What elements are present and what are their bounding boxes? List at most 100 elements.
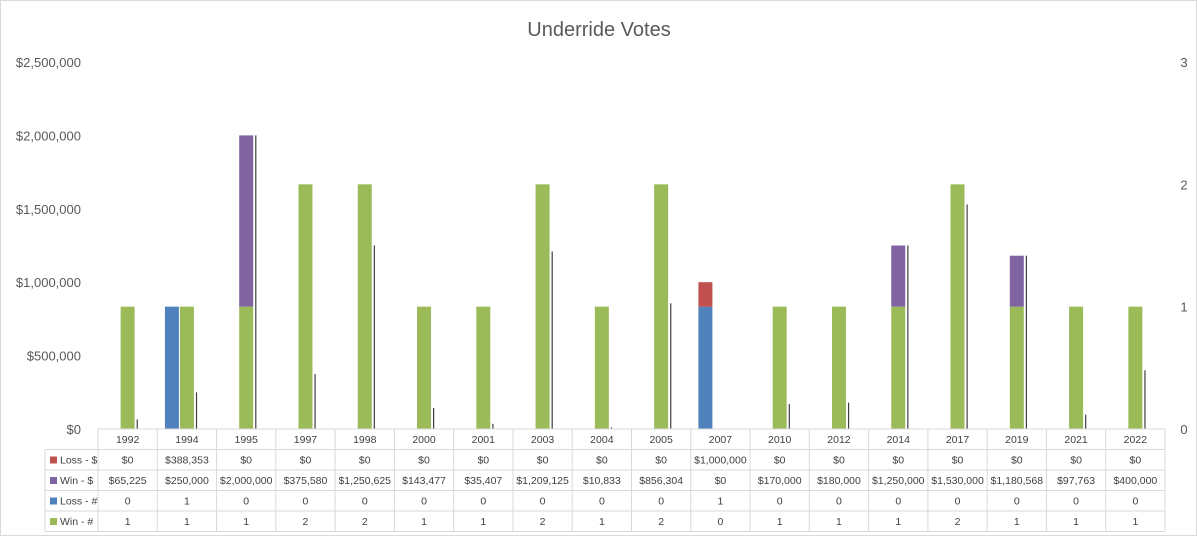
table-cell: $1,180,568 — [991, 475, 1044, 487]
win-dollar-bar — [373, 245, 375, 429]
table-cell: 0 — [540, 496, 546, 508]
win-dollar-overflow — [891, 245, 906, 307]
table-cell: 0 — [480, 496, 486, 508]
table-cell: $143,477 — [402, 475, 446, 487]
right-y-axis: 0 1 2 3 — [1180, 55, 1187, 437]
category-label: 2019 — [1005, 434, 1029, 446]
category-label: 2000 — [412, 434, 436, 446]
left-axis-tick-label: $1,000,000 — [16, 275, 81, 290]
win-dollar-bar — [492, 423, 494, 429]
table-cell: $1,530,000 — [931, 475, 984, 487]
table-cell: $1,250,625 — [338, 475, 391, 487]
legend-label: Win - # — [60, 516, 93, 528]
win-dollar-bar — [847, 402, 850, 429]
table-cell: $97,763 — [1057, 475, 1095, 487]
category-label: 1992 — [116, 434, 140, 446]
left-axis-tick-label: $1,500,000 — [16, 202, 81, 217]
win-dollar-bar — [255, 135, 257, 429]
table-cell: 1 — [836, 516, 842, 528]
win-dollar-bar — [907, 245, 909, 429]
category-label: 2012 — [827, 434, 851, 446]
legend-swatch — [50, 456, 57, 464]
table-cell: $0 — [300, 455, 312, 467]
right-axis-tick-label: 0 — [1180, 422, 1187, 437]
loss-dollar-overflow — [698, 282, 713, 307]
table-cell: $250,000 — [165, 475, 209, 487]
table-cell: $170,000 — [758, 475, 802, 487]
table-cell: 0 — [1073, 496, 1079, 508]
legend-label: Loss - # — [60, 496, 98, 508]
table-cell: 0 — [717, 516, 723, 528]
table-cell: $0 — [952, 455, 964, 467]
table-cell: $0 — [715, 475, 727, 487]
win-dollar-bar — [551, 251, 553, 429]
table-cell: 0 — [1132, 496, 1138, 508]
category-label: 1995 — [235, 434, 259, 446]
category-label: 1998 — [353, 434, 377, 446]
win-count-bar — [1009, 306, 1024, 429]
category-label: 1994 — [175, 434, 199, 446]
table-cell: 0 — [658, 496, 664, 508]
table-cell: 0 — [243, 496, 249, 508]
table-cell: 1 — [1073, 516, 1079, 528]
category-label: 2014 — [887, 434, 911, 446]
table-cell: $0 — [596, 455, 608, 467]
table-cell: 0 — [303, 496, 309, 508]
table-cell: 0 — [362, 496, 368, 508]
table-cell: 1 — [1132, 516, 1138, 528]
table-cell: $1,209,125 — [516, 475, 569, 487]
win-count-bar — [239, 306, 254, 429]
table-cell: 0 — [125, 496, 131, 508]
table-cell: $35,407 — [464, 475, 502, 487]
legend-label: Loss - $ — [60, 455, 98, 467]
table-cell: $0 — [1070, 455, 1082, 467]
legend-swatch — [50, 497, 57, 505]
table-cell: 0 — [599, 496, 605, 508]
category-label: 2007 — [709, 434, 733, 446]
category-label: 2022 — [1124, 434, 1148, 446]
table-cell: 0 — [955, 496, 961, 508]
win-count-bar — [1069, 306, 1084, 429]
win-dollar-bar — [1025, 255, 1028, 429]
table-cell: $856,304 — [639, 475, 683, 487]
table-cell: $0 — [418, 455, 430, 467]
category-label: 2021 — [1064, 434, 1088, 446]
win-count-bar — [535, 184, 550, 429]
win-count-bar — [357, 184, 372, 429]
table-cell: 0 — [421, 496, 427, 508]
table-cell: $0 — [1130, 455, 1142, 467]
win-dollar-bar — [136, 419, 138, 429]
left-axis-tick-label: $2,500,000 — [16, 55, 81, 70]
table-cell: $1,250,000 — [872, 475, 925, 487]
table-cell: $0 — [240, 455, 252, 467]
win-count-bar — [1128, 306, 1143, 429]
table-cell: 1 — [717, 496, 723, 508]
win-count-bar — [950, 184, 965, 429]
legend-label: Win - $ — [60, 475, 93, 487]
table-cell: 1 — [480, 516, 486, 528]
table-cell: 1 — [184, 496, 190, 508]
category-label: 2001 — [472, 434, 496, 446]
category-label: 2017 — [946, 434, 970, 446]
win-dollar-bar — [966, 204, 968, 429]
win-count-bar — [831, 306, 846, 429]
right-axis-tick-label: 3 — [1180, 55, 1187, 70]
win-dollar-bar — [670, 303, 672, 429]
table-cell: $0 — [655, 455, 667, 467]
loss-count-bar — [164, 306, 179, 429]
table-cell: $400,000 — [1113, 475, 1157, 487]
table-cell: 2 — [540, 516, 546, 528]
legend-swatch — [50, 518, 57, 525]
table-cell: 2 — [362, 516, 368, 528]
win-dollar-overflow — [1009, 255, 1024, 307]
table-cell: 0 — [777, 496, 783, 508]
win-count-bar — [417, 306, 432, 429]
win-count-bar — [654, 184, 669, 429]
table-cell: $0 — [833, 455, 845, 467]
table-cell: 1 — [1014, 516, 1020, 528]
table-cell: $0 — [359, 455, 371, 467]
table-cell: 0 — [1014, 496, 1020, 508]
table-cell: 1 — [125, 516, 131, 528]
